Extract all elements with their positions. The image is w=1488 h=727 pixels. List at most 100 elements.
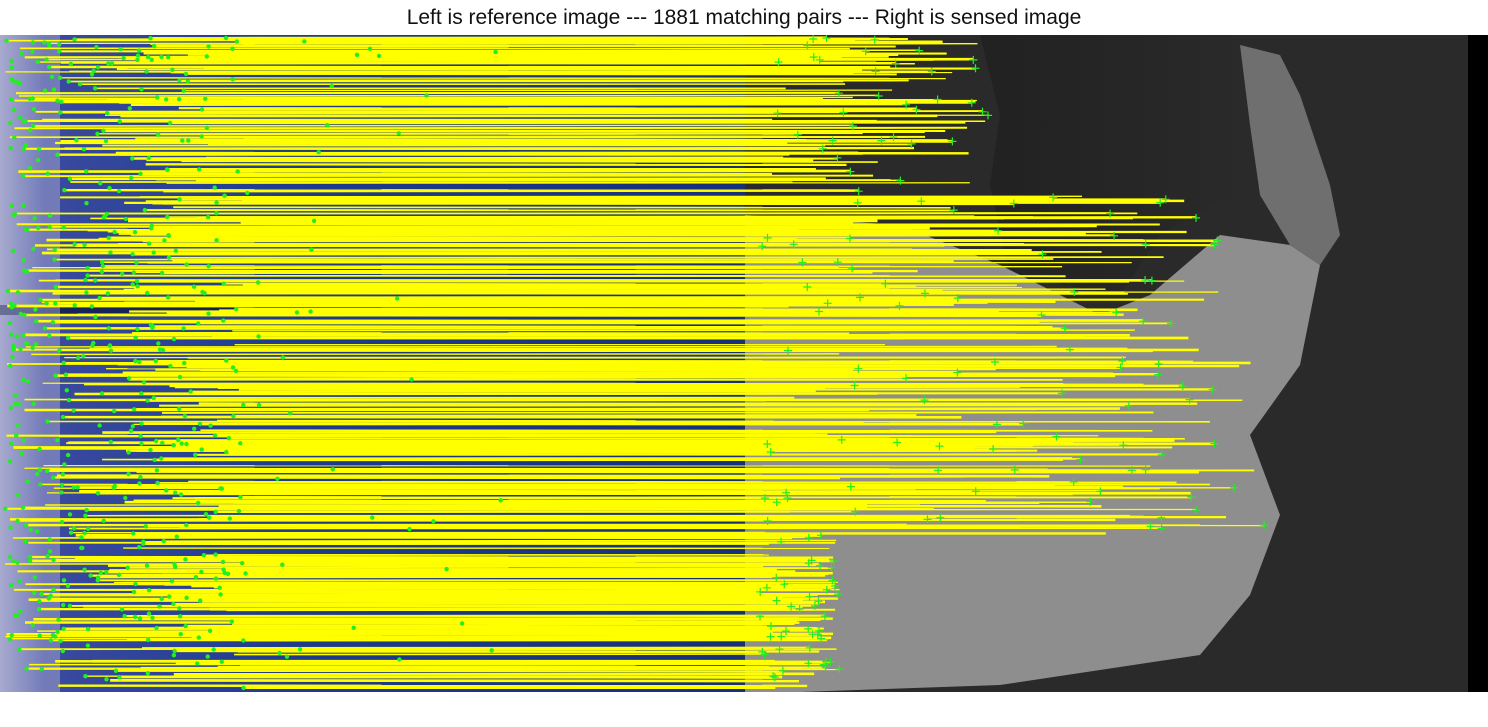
reference-keypoint bbox=[53, 373, 58, 378]
reference-keypoint bbox=[203, 512, 209, 517]
reference-keypoint bbox=[21, 438, 26, 443]
sensed-keypoint bbox=[763, 440, 772, 448]
reference-keypoint bbox=[131, 270, 136, 275]
match-line bbox=[145, 163, 847, 167]
sensed-keypoint bbox=[1157, 450, 1166, 459]
reference-keypoint bbox=[61, 578, 67, 583]
reference-keypoint bbox=[153, 438, 159, 444]
reference-keypoint bbox=[71, 526, 77, 531]
sensed-keypoint bbox=[1161, 195, 1170, 204]
sensed-keypoint bbox=[770, 673, 779, 682]
sensed-keypoint bbox=[833, 153, 842, 162]
match-line bbox=[147, 260, 803, 264]
reference-keypoint bbox=[153, 358, 158, 364]
reference-keypoint bbox=[370, 515, 375, 520]
reference-keypoint bbox=[459, 621, 465, 626]
reference-keypoint bbox=[136, 48, 142, 53]
sensed-keypoint bbox=[920, 396, 929, 405]
reference-keypoint bbox=[308, 309, 313, 314]
reference-keypoint bbox=[245, 190, 250, 196]
reference-keypoint bbox=[53, 301, 58, 306]
reference-keypoint bbox=[151, 395, 156, 401]
reference-keypoint bbox=[59, 99, 64, 105]
reference-keypoint bbox=[123, 495, 128, 501]
sensed-keypoint bbox=[971, 487, 980, 496]
reference-keypoint bbox=[191, 284, 197, 289]
reference-keypoint bbox=[47, 224, 52, 229]
reference-keypoint bbox=[224, 449, 229, 455]
reference-keypoint bbox=[13, 401, 18, 406]
sensed-keypoint bbox=[803, 41, 812, 50]
sensed-keypoint bbox=[1141, 240, 1150, 249]
reference-keypoint bbox=[222, 193, 227, 198]
reference-keypoint bbox=[11, 78, 17, 84]
reference-keypoint bbox=[55, 438, 60, 443]
reference-keypoint bbox=[17, 647, 22, 652]
match-line bbox=[239, 491, 1191, 496]
reference-keypoint bbox=[71, 485, 76, 490]
reference-keypoint bbox=[168, 364, 173, 369]
sensed-keypoint bbox=[782, 627, 790, 636]
reference-keypoint bbox=[95, 575, 101, 580]
reference-keypoint bbox=[42, 40, 47, 45]
reference-keypoint bbox=[154, 625, 159, 631]
sensed-keypoint bbox=[769, 672, 778, 681]
reference-keypoint bbox=[21, 258, 26, 263]
reference-keypoint bbox=[221, 567, 226, 572]
match-line bbox=[87, 274, 1066, 278]
sensed-keypoint bbox=[1116, 363, 1125, 372]
sensed-keypoint bbox=[783, 494, 792, 503]
reference-keypoint bbox=[23, 118, 28, 124]
reference-keypoint bbox=[139, 87, 144, 92]
sensed-keypoint bbox=[807, 556, 816, 565]
reference-keypoint bbox=[21, 378, 26, 383]
match-line bbox=[19, 647, 780, 651]
match-line bbox=[64, 146, 915, 150]
reference-keypoint bbox=[65, 452, 71, 458]
reference-keypoint bbox=[10, 248, 16, 253]
reference-keypoint bbox=[230, 77, 235, 82]
reference-keypoint bbox=[130, 252, 135, 257]
reference-keypoint bbox=[145, 290, 150, 296]
reference-keypoint bbox=[395, 296, 400, 301]
reference-keypoint bbox=[55, 152, 60, 157]
sensed-keypoint bbox=[758, 242, 767, 251]
sensed-keypoint bbox=[773, 109, 782, 118]
matching-lines bbox=[5, 36, 1265, 690]
reference-keypoint bbox=[38, 297, 43, 302]
reference-keypoint bbox=[25, 379, 31, 384]
reference-keypoint bbox=[199, 107, 205, 112]
sensed-keypoint bbox=[1208, 385, 1217, 394]
reference-keypoint bbox=[206, 44, 211, 49]
reference-keypoint bbox=[39, 591, 44, 597]
reference-keypoint bbox=[105, 111, 110, 116]
sensed-keypoint bbox=[1038, 250, 1047, 259]
reference-keypoint bbox=[207, 628, 213, 633]
reference-keypoint bbox=[117, 674, 122, 680]
reference-keypoint bbox=[280, 562, 285, 567]
match-line bbox=[222, 560, 783, 563]
reference-keypoint bbox=[11, 347, 16, 352]
reference-keypoint bbox=[137, 616, 143, 621]
sensed-keypoint bbox=[861, 47, 870, 56]
reference-keypoint bbox=[141, 539, 146, 544]
reference-keypoint bbox=[8, 363, 13, 368]
reference-keypoint bbox=[27, 96, 32, 101]
reference-keypoint bbox=[127, 106, 132, 111]
reference-keypoint bbox=[294, 310, 300, 315]
reference-keypoint bbox=[59, 519, 65, 525]
reference-keypoint bbox=[171, 336, 177, 342]
match-line bbox=[152, 325, 1053, 328]
reference-keypoint bbox=[47, 549, 53, 554]
reference-keypoint bbox=[144, 69, 149, 74]
reference-keypoint bbox=[186, 138, 191, 143]
sensed-keypoint bbox=[815, 626, 823, 635]
reference-keypoint bbox=[85, 266, 90, 271]
sensed-keypoint bbox=[808, 630, 817, 639]
reference-keypoint bbox=[151, 250, 156, 255]
match-line bbox=[22, 506, 867, 509]
reference-keypoint bbox=[33, 342, 39, 347]
reference-keypoint bbox=[208, 423, 213, 428]
reference-keypoint bbox=[196, 500, 201, 506]
reference-keypoint bbox=[173, 564, 178, 569]
